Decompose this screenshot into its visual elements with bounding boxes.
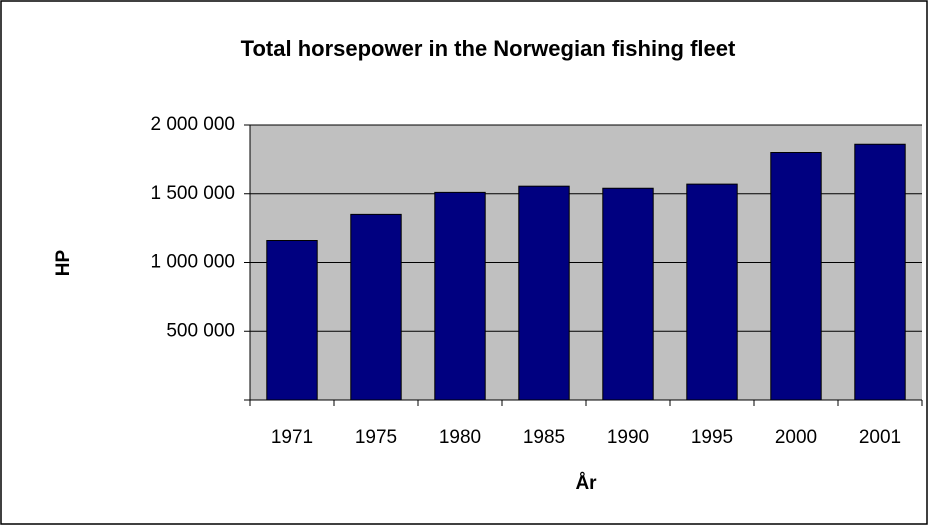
y-tick-label: 1 000 000 [150, 252, 235, 273]
y-tick-label: 1 500 000 [150, 183, 235, 204]
x-axis-title: År [575, 473, 597, 494]
x-tick-label: 1980 [439, 427, 481, 448]
bar [770, 152, 822, 401]
bar [854, 143, 906, 401]
x-tick-label: 2001 [859, 427, 901, 448]
x-tick-label: 1975 [355, 427, 397, 448]
y-tick-label: 500 000 [166, 320, 235, 341]
bar [602, 187, 654, 401]
bar [434, 191, 486, 401]
bar [266, 240, 318, 401]
x-tick-label: 2000 [775, 427, 817, 448]
y-axis-title: HP [53, 249, 74, 276]
bar [350, 213, 402, 401]
x-tick-label: 1971 [271, 427, 313, 448]
x-tick-label: 1985 [523, 427, 565, 448]
bar [686, 183, 738, 401]
x-tick-label: 1995 [691, 427, 733, 448]
chart-title: Total horsepower in the Norwegian fishin… [241, 36, 736, 61]
x-tick-label: 1990 [607, 427, 649, 448]
bar [518, 185, 570, 401]
y-tick-label: 2 000 000 [150, 114, 235, 135]
